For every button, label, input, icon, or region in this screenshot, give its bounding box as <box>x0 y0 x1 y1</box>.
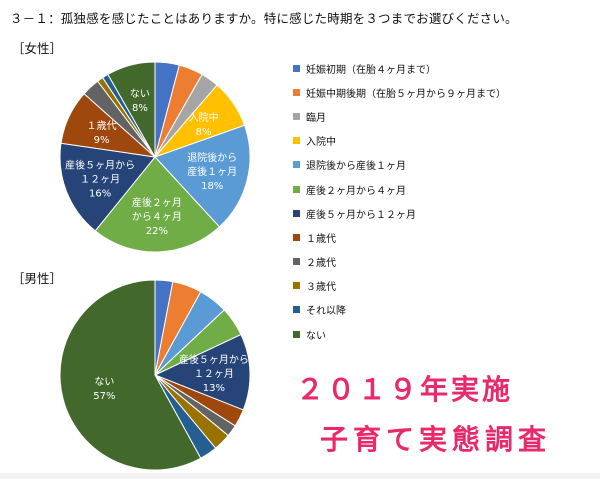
male-pie-chart: 産後５ヶ月から １２ヶ月 13% ない 57% <box>59 279 251 471</box>
legend-item: ３歳代 <box>293 274 506 298</box>
slice-data-label: 8% <box>132 103 148 114</box>
legend-item: それ以降 <box>293 298 506 322</box>
slice-data-label: 産後５ヶ月から <box>65 158 135 171</box>
legend-item: 産後５ヶ月から１２ヶ月 <box>293 201 506 225</box>
slice-data-label: １２ヶ月 <box>194 368 234 380</box>
legend-item: 入院中 <box>293 129 506 153</box>
legend-swatch <box>293 282 300 290</box>
slice-data-label: 退院後から <box>187 151 237 164</box>
slice-data-label: １歳代 <box>87 120 117 132</box>
slice-data-label: １２ヶ月 <box>80 173 120 185</box>
pie-slice <box>154 124 251 228</box>
slice-data-label: 入院中 <box>189 111 219 124</box>
pie-slice <box>107 61 156 159</box>
footer-divider <box>0 473 600 479</box>
legend-label: 入院中 <box>306 137 336 149</box>
legend-swatch <box>293 258 300 266</box>
legend-label: 産後２ヶ月から４ヶ月 <box>306 185 406 197</box>
legend-swatch <box>293 112 300 120</box>
legend-swatch <box>293 209 300 217</box>
slice-data-label: ない <box>94 376 114 388</box>
slice-data-label: 22% <box>146 226 168 237</box>
female-pie-chart: 入院中 8% 退院後から産後１ヶ月 18% 産後２ヶ月から４ヶ月 22% 産後５ヶ月から １２… <box>59 61 251 253</box>
legend-label: 産後５ヶ月から１２ヶ月 <box>306 209 416 221</box>
legend-item: １歳代 <box>293 225 506 249</box>
pie-slice <box>59 279 202 471</box>
slice-data-label: 18% <box>201 181 223 192</box>
slice-data-label: ない <box>130 88 150 100</box>
slice-data-label: 産後５ヶ月から <box>179 353 249 366</box>
legend-item: 妊娠中期後期（在胎５ヶ月から９ヶ月まで） <box>293 80 506 104</box>
banner-line-2: 子育て実態調査 <box>320 423 552 456</box>
slice-data-label: 57% <box>93 391 115 402</box>
banner-line-1: ２０１９年実施 <box>296 373 514 406</box>
question-title: ３－１：孤独感を感じたことはありますか。特に感じた時期を３つまでお選びください。 <box>10 11 518 26</box>
slice-data-label: 8% <box>196 127 212 138</box>
legend-item: 産後２ヶ月から４ヶ月 <box>293 177 506 201</box>
legend-swatch <box>293 88 300 96</box>
legend-item: 臨月 <box>293 104 506 128</box>
legend-label: 退院後から産後１ヶ月 <box>306 161 406 173</box>
legend-label: １歳代 <box>306 233 336 245</box>
chart-legend: 妊娠初期（在胎４ヶ月まで） 妊娠中期後期（在胎５ヶ月から９ヶ月まで） 臨月入院中退院… <box>293 56 506 346</box>
legend-swatch <box>293 330 300 338</box>
legend-label: ３歳代 <box>306 282 336 294</box>
female-section-label: ［女性］ <box>12 41 63 56</box>
legend-item: 退院後から産後１ヶ月 <box>293 153 506 177</box>
pie-slice <box>94 156 221 253</box>
legend-item: ２歳代 <box>293 250 506 274</box>
legend-item: ない <box>293 322 506 346</box>
legend-swatch <box>293 185 300 193</box>
legend-swatch <box>293 137 300 145</box>
legend-swatch <box>293 306 300 314</box>
slice-data-label: 16% <box>89 188 111 199</box>
legend-label: ２歳代 <box>306 258 336 270</box>
legend-swatch <box>293 161 300 169</box>
slice-data-label: 産後１ヶ月 <box>187 165 237 178</box>
legend-swatch <box>293 233 300 241</box>
legend-label: 妊娠中期後期（在胎５ヶ月から９ヶ月まで） <box>306 88 506 100</box>
legend-label: それ以降 <box>306 306 346 318</box>
pie-slice <box>153 333 251 411</box>
pie-slice <box>59 142 156 232</box>
legend-label: ない <box>306 330 326 342</box>
slice-data-label: 9% <box>94 135 110 146</box>
legend-label: 臨月 <box>306 112 326 124</box>
legend-label: 妊娠初期（在胎４ヶ月まで） <box>306 64 436 76</box>
legend-swatch <box>293 64 300 72</box>
slice-data-label: 13% <box>203 383 225 394</box>
slice-data-label: 産後２ヶ月 <box>132 196 182 209</box>
slice-data-label: から４ヶ月 <box>132 211 182 223</box>
male-section-label: ［男性］ <box>12 271 63 286</box>
legend-item: 妊娠初期（在胎４ヶ月まで） <box>293 56 506 80</box>
